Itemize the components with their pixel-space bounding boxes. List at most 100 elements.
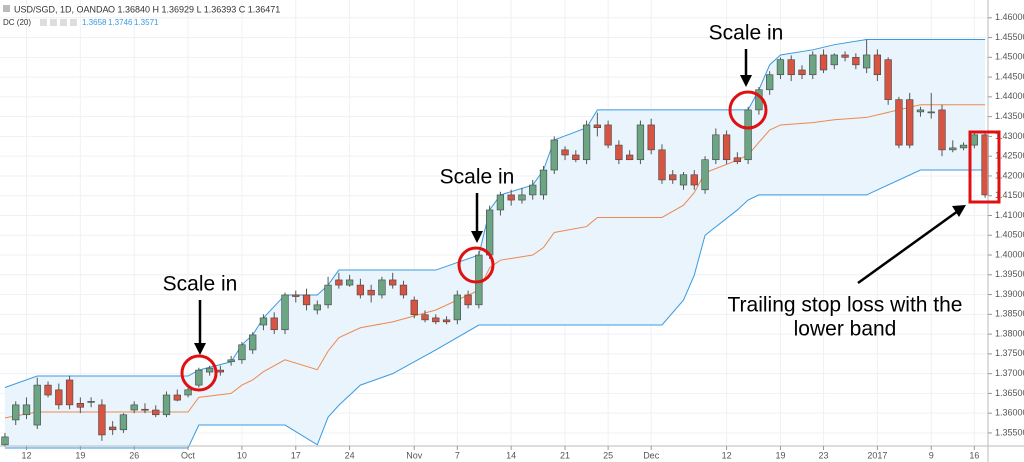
candle-body bbox=[356, 284, 365, 296]
candle-body bbox=[152, 409, 160, 416]
candle-body bbox=[65, 379, 74, 406]
candle-body bbox=[938, 109, 946, 151]
candle-body bbox=[550, 139, 558, 171]
y-tick-label: 1.46000 bbox=[995, 12, 1024, 22]
y-tick-label: 1.39000 bbox=[995, 289, 1024, 299]
y-tick-label: 1.38000 bbox=[995, 328, 1024, 338]
candle-body bbox=[249, 334, 257, 351]
y-tick-label: 1.40500 bbox=[995, 230, 1024, 240]
candle-body bbox=[819, 54, 828, 71]
x-tick-label: 26 bbox=[129, 450, 139, 460]
axes: 1.35500 1.36000 1.36500 1.37000 1.37500 1.380… bbox=[21, 12, 1024, 460]
candle-body bbox=[195, 369, 203, 386]
y-tick-label: 1.42500 bbox=[995, 151, 1024, 161]
candle-body bbox=[722, 134, 731, 161]
annotation: Trailing stop loss with the bbox=[728, 294, 963, 317]
candle-body bbox=[615, 144, 623, 161]
channel-line bbox=[4, 104, 986, 419]
x-tick-label: 17 bbox=[291, 450, 301, 460]
y-tick-label: 1.36000 bbox=[995, 408, 1024, 418]
ohlc: O 1.36840 H 1.36929 L 1.36393 C 1.36471 bbox=[108, 4, 280, 14]
candle-body bbox=[76, 402, 84, 408]
annotation: lower band bbox=[794, 318, 897, 341]
candle-body bbox=[658, 149, 666, 181]
candle-body bbox=[507, 194, 515, 201]
candle-body bbox=[345, 279, 354, 286]
y-tick-label: 1.39500 bbox=[995, 269, 1024, 279]
x-tick-label: 19 bbox=[775, 450, 785, 460]
candle-body bbox=[141, 408, 149, 411]
x-tick-label: 12 bbox=[21, 450, 31, 460]
candle-body bbox=[453, 294, 461, 321]
candle-body bbox=[367, 289, 375, 296]
candle-body bbox=[173, 394, 181, 401]
candle-body bbox=[335, 279, 343, 286]
indicator-name: DC (20) bbox=[3, 18, 31, 27]
candle-body bbox=[766, 74, 774, 91]
candle-body bbox=[227, 359, 235, 363]
y-tick-label: 1.37000 bbox=[995, 368, 1024, 378]
candle-body bbox=[205, 367, 214, 373]
highlight-circle bbox=[728, 90, 768, 130]
x-tick-label: Dec bbox=[643, 450, 660, 460]
y-tick-label: 1.45500 bbox=[995, 32, 1024, 42]
candle-body bbox=[927, 111, 935, 114]
candle-body bbox=[259, 317, 268, 326]
indicator-value: 1.3571 bbox=[134, 18, 159, 27]
candle-body bbox=[809, 54, 817, 76]
x-tick-label: 16 bbox=[969, 450, 979, 460]
candle-body bbox=[324, 284, 332, 306]
x-tick-label: 24 bbox=[345, 450, 355, 460]
x-tick-label: 25 bbox=[603, 450, 613, 460]
candle-body bbox=[55, 389, 63, 406]
candle-body bbox=[981, 134, 989, 196]
candle-body bbox=[787, 59, 795, 76]
candle-body bbox=[33, 384, 41, 426]
candle-body bbox=[884, 59, 892, 100]
candle-body bbox=[862, 54, 871, 69]
highlight-circle bbox=[457, 246, 495, 284]
candle-body bbox=[733, 157, 742, 163]
y-tick-label: 1.41000 bbox=[995, 210, 1024, 220]
candles bbox=[1, 39, 989, 447]
candle-body bbox=[464, 294, 472, 306]
candle-body bbox=[421, 314, 429, 321]
annotation: Scale in bbox=[440, 166, 515, 189]
y-tick-label: 1.38500 bbox=[995, 309, 1024, 319]
candle-body bbox=[572, 154, 580, 161]
x-tick-label: 2017 bbox=[867, 450, 887, 460]
candle-body bbox=[561, 149, 569, 156]
candle-body bbox=[669, 174, 677, 181]
candle-body bbox=[647, 124, 655, 151]
candle-body bbox=[496, 194, 505, 211]
arrow bbox=[857, 209, 959, 285]
candle-body bbox=[744, 109, 752, 161]
candle-body bbox=[270, 317, 278, 331]
candle-body bbox=[389, 279, 397, 286]
y-tick-label: 1.45000 bbox=[995, 52, 1024, 62]
candle-body bbox=[238, 344, 246, 361]
arrowhead bbox=[471, 231, 483, 243]
highlight-circle bbox=[180, 354, 218, 392]
candle-body bbox=[12, 404, 20, 421]
x-tick-label: 21 bbox=[560, 450, 570, 460]
x-tick-label: 7 bbox=[455, 450, 460, 460]
candle-body bbox=[410, 299, 418, 316]
candle-body bbox=[701, 159, 709, 191]
candle-body bbox=[529, 184, 537, 196]
candle-body bbox=[119, 414, 128, 431]
y-tick-label: 1.44000 bbox=[995, 91, 1024, 101]
candle-body bbox=[292, 294, 300, 297]
x-tick-label: 14 bbox=[506, 450, 516, 460]
candle-body bbox=[895, 99, 903, 146]
candle-body bbox=[906, 99, 914, 146]
candle-body bbox=[636, 124, 645, 161]
annotations: Scale in Scale in Scale in Trailing stop… bbox=[163, 22, 1001, 392]
indicator-value: 1.3746 bbox=[108, 18, 133, 27]
candle-body bbox=[109, 426, 117, 431]
y-tick-label: 1.43500 bbox=[995, 111, 1024, 121]
candle-body bbox=[378, 279, 386, 296]
arrowhead bbox=[194, 343, 206, 355]
candle-body bbox=[949, 147, 957, 151]
x-tick-label: 19 bbox=[75, 450, 85, 460]
